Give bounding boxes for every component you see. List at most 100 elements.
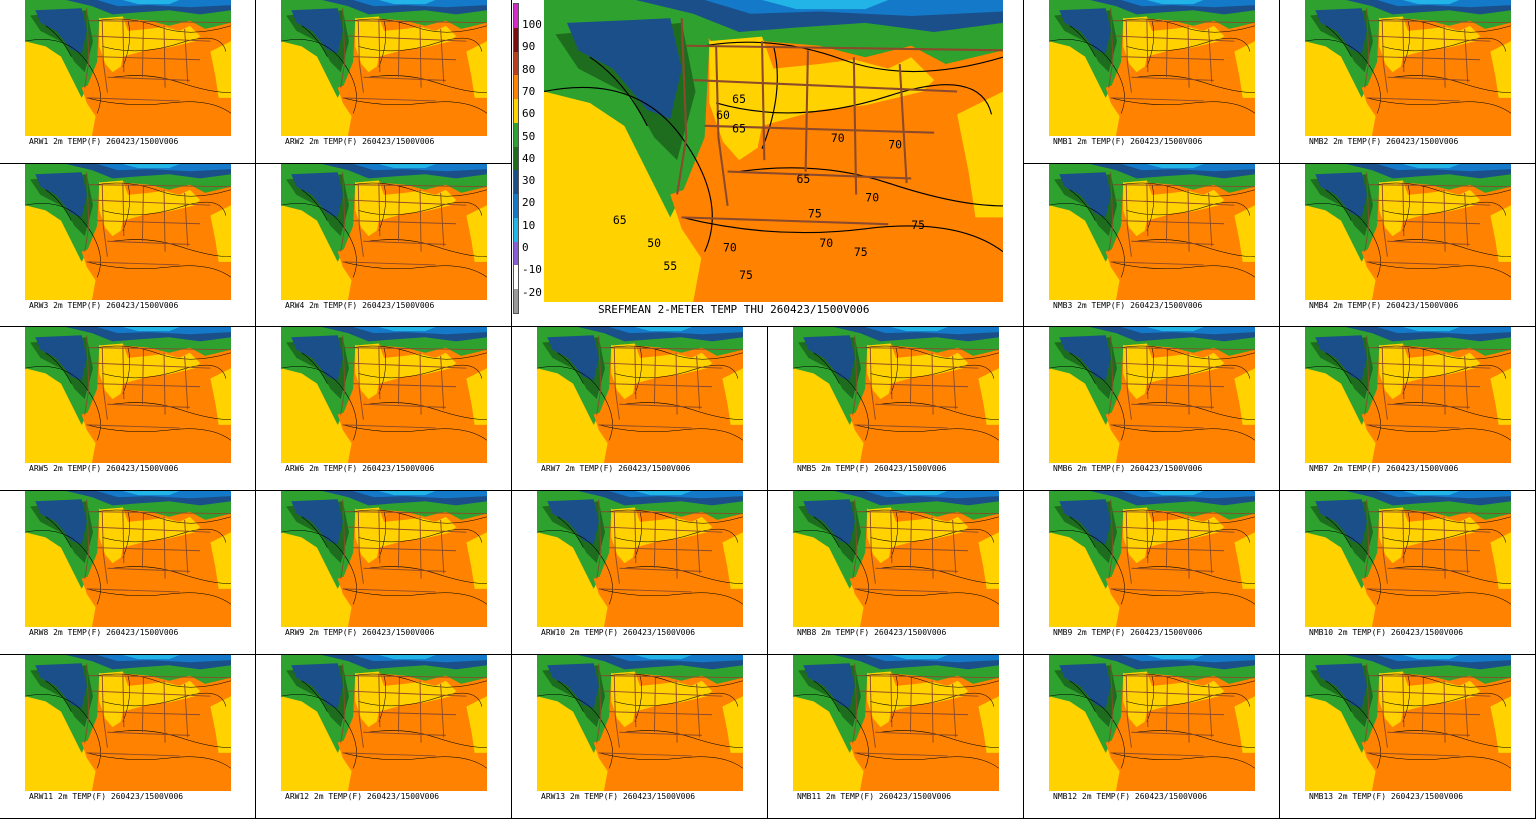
isotherm-line [102,528,227,543]
temperature-zone [803,499,855,545]
temperature-zone [547,499,599,545]
isotherm-line [890,511,898,559]
political-border [141,513,144,569]
temperature-zone [373,41,472,104]
contour-label: 60 [716,108,730,122]
temperature-zone [1490,368,1511,425]
political-border [357,184,364,257]
isotherm-line [122,347,130,395]
political-border [107,76,190,81]
isotherm-line [353,673,487,688]
isotherm-line [1110,752,1255,769]
isotherm-line [102,37,227,52]
political-border [163,680,166,743]
member-caption: ARW4 2m TEMP(F) 260423/1500V006 [285,301,435,310]
temperature-zone [593,407,635,456]
isotherm-line [97,673,231,688]
political-border [97,383,201,388]
contour-label: 50 [647,236,661,250]
political-border [84,335,90,415]
isotherm-line [1377,182,1511,197]
political-border [1377,547,1481,552]
isotherm-line [598,588,743,605]
isotherm-line [704,41,1003,73]
contour-label: 65 [796,172,810,186]
temperature-zone [35,335,87,381]
isotherm-line [1069,516,1096,548]
political-border [340,499,346,579]
legend-swatch [514,217,518,242]
political-border [1421,22,1424,78]
political-border [869,675,876,748]
ensemble-member-panel: NMB9 2m TEMP(F) 260423/1500V006 [1024,491,1280,655]
political-border [440,683,445,738]
political-border [163,189,166,252]
political-border [91,35,211,42]
political-border [363,567,446,572]
political-border [1187,189,1190,252]
political-border [634,509,637,564]
legend-swatch [514,289,518,313]
political-border [1108,663,1114,743]
political-border [676,18,688,195]
political-border [1464,192,1469,247]
ensemble-member-panel: NMB1 2m TEMP(F) 260423/1500V006 [1024,0,1280,164]
political-border [419,189,422,252]
political-border [1112,20,1255,24]
political-border [1115,35,1235,42]
political-border [952,683,957,738]
temperature-zone [1402,491,1460,496]
political-border [1165,22,1168,78]
isotherm-line [1126,692,1251,707]
temperature-zone [885,532,984,595]
isotherm-line [1110,424,1255,441]
isotherm-line [1069,352,1096,384]
political-border [1208,519,1213,574]
political-border [609,711,713,716]
political-border [1121,220,1225,225]
political-border [1108,499,1114,579]
isotherm-line [1377,345,1511,360]
isotherm-line [122,184,130,232]
member-temperature-map [537,491,743,627]
contour-label: 70 [865,190,879,204]
isotherm-line [1377,18,1511,33]
temperature-zone [1397,205,1496,268]
legend-swatch [514,265,518,290]
political-border [1110,97,1204,102]
isotherm-line [761,45,778,149]
political-border [852,663,858,743]
isotherm-line [1121,18,1255,33]
isotherm-line [870,528,995,543]
political-border [1368,20,1511,24]
temperature-zone [337,80,379,129]
ensemble-member-panel: ARW13 2m TEMP(F) 260423/1500V006 [512,655,768,819]
temperature-zone [81,80,123,129]
temperature-zone [373,205,472,268]
political-border [1115,199,1235,206]
political-border [727,170,912,180]
political-border [84,8,90,88]
temperature-zone [117,368,216,431]
isotherm-line [1136,402,1255,420]
isotherm-line [1146,675,1154,723]
political-border [378,673,381,728]
isotherm-line [1121,345,1255,360]
political-border [342,588,436,593]
isotherm-line [45,25,72,57]
member-caption: ARW10 2m TEMP(F) 260423/1500V006 [541,628,696,637]
political-border [363,403,446,408]
mean-panel: 65 60 65 70 65 75 70 70 75 65 50 55 70 75 70 75 SREFMEA… [512,0,1024,327]
temperature-zone [1234,41,1255,98]
political-border [97,220,201,225]
member-temperature-map [793,655,999,791]
temperature-zone [1234,532,1255,589]
political-border [1131,731,1214,736]
member-caption: NMB1 2m TEMP(F) 260423/1500V006 [1053,137,1203,146]
temperature-zone [81,735,123,784]
political-border [1125,347,1132,420]
temperature-zone [337,571,379,620]
political-border [184,683,189,738]
political-border [184,192,189,247]
political-border [1381,675,1388,748]
